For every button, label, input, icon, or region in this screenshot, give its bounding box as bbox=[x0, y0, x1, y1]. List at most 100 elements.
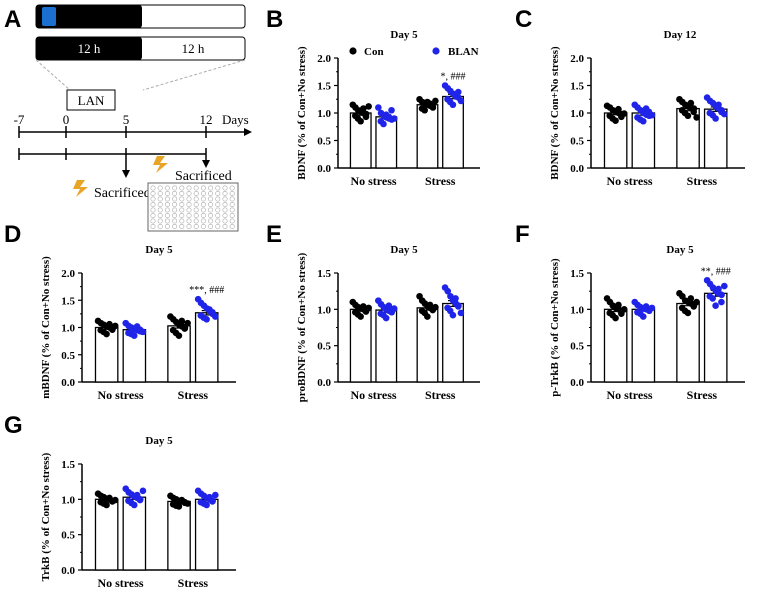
timeline-ticks bbox=[18, 126, 207, 138]
sacrifice-arrowhead-day5 bbox=[122, 170, 130, 178]
lan-light-segment bbox=[42, 7, 56, 26]
plate-well bbox=[222, 185, 228, 191]
significance-label: *, ### bbox=[441, 72, 466, 83]
chart-title: Day 5 bbox=[666, 244, 694, 256]
x-category-label: No stress bbox=[350, 388, 396, 402]
plate-well bbox=[179, 213, 185, 219]
data-point-con bbox=[106, 320, 113, 328]
significance-label: ***, ### bbox=[189, 285, 224, 296]
data-point-blan bbox=[709, 295, 717, 302]
y-tick-label: 0.0 bbox=[570, 377, 584, 389]
data-point-con bbox=[175, 332, 183, 339]
y-tick-label: 0.5 bbox=[317, 341, 331, 353]
plate-well bbox=[215, 207, 221, 213]
plate-well bbox=[186, 191, 192, 197]
plate-well bbox=[150, 224, 156, 230]
x-category-label: Stress bbox=[425, 174, 456, 188]
plate-well bbox=[172, 202, 178, 208]
data-point-blan bbox=[130, 501, 138, 509]
bar-blan bbox=[194, 498, 219, 571]
data-point-con bbox=[620, 306, 628, 313]
data-point-con bbox=[693, 298, 700, 306]
x-category-label: No stress bbox=[606, 174, 652, 188]
data-point-blan bbox=[385, 302, 393, 310]
plate-well bbox=[186, 207, 192, 213]
panel-label-g: G bbox=[4, 412, 23, 439]
plate-well bbox=[150, 207, 156, 213]
timeline-day-0: 0 bbox=[63, 112, 70, 127]
panel-label-e: E bbox=[266, 221, 282, 248]
plate-well bbox=[164, 224, 170, 230]
plate-well bbox=[229, 202, 235, 208]
lan-label: LAN bbox=[78, 93, 105, 108]
plate-well bbox=[200, 218, 206, 224]
plate-well bbox=[157, 218, 163, 224]
data-point-con bbox=[181, 325, 189, 332]
plate-well bbox=[229, 185, 235, 191]
data-point-con bbox=[687, 295, 695, 302]
zoom-line-left bbox=[35, 59, 71, 91]
data-point-blan bbox=[721, 282, 728, 290]
data-point-blan bbox=[390, 115, 398, 122]
plate-well bbox=[157, 196, 163, 202]
data-point-blan bbox=[390, 305, 398, 312]
data-point-con bbox=[357, 117, 364, 125]
plate-well bbox=[200, 207, 206, 213]
y-axis-label: TrkB (% of Con+No stress) bbox=[40, 452, 52, 581]
legend-marker-con bbox=[349, 47, 357, 55]
y-axis-label: BDNF (% of Con+No stress) bbox=[296, 46, 308, 180]
data-point-con bbox=[690, 108, 698, 116]
data-point-blan bbox=[639, 117, 647, 125]
data-point-con bbox=[429, 103, 437, 110]
sacrificed-label-day5: Sacrificed bbox=[94, 186, 151, 201]
y-tick-label: 0.0 bbox=[570, 163, 584, 175]
x-category-label: No stress bbox=[606, 388, 652, 402]
plate-well bbox=[164, 218, 170, 224]
plate-well bbox=[200, 202, 206, 208]
sacrifice-arrowhead-day12 bbox=[202, 160, 210, 168]
panel-label-a: A bbox=[4, 6, 21, 33]
y-axis-label: proBDNF (% of Con+No stress) bbox=[296, 252, 308, 402]
plate-well bbox=[179, 185, 185, 191]
stress-bolt-icon bbox=[73, 180, 88, 197]
plate-well bbox=[157, 207, 163, 213]
data-point-blan bbox=[382, 314, 390, 322]
y-tick-label: 0.0 bbox=[61, 377, 75, 389]
plate-well bbox=[179, 196, 185, 202]
data-point-con bbox=[432, 303, 439, 311]
plate-well bbox=[229, 196, 235, 202]
plate-well bbox=[164, 196, 170, 202]
plate-well bbox=[193, 191, 199, 197]
y-tick-label: 1.5 bbox=[570, 81, 584, 93]
data-point-con bbox=[432, 97, 439, 105]
data-point-con bbox=[184, 319, 191, 327]
plate-well bbox=[193, 213, 199, 219]
chart-title: Day 5 bbox=[390, 29, 418, 41]
plate-well bbox=[193, 207, 199, 213]
plate-well bbox=[157, 191, 163, 197]
panel-a-schematic: A 12 h 12 h LAN -7 0 5 12 Days Sa bbox=[4, 4, 252, 232]
data-point-blan bbox=[718, 298, 725, 306]
zoom-line-right bbox=[142, 59, 246, 91]
plate-well bbox=[186, 202, 192, 208]
dark-duration-label: 12 h bbox=[78, 41, 101, 56]
data-point-blan bbox=[721, 110, 728, 118]
data-point-blan bbox=[715, 101, 722, 109]
plate-well bbox=[172, 218, 178, 224]
data-point-con bbox=[684, 112, 692, 120]
plate-well bbox=[186, 218, 192, 224]
data-point-con bbox=[424, 313, 431, 320]
data-point-blan bbox=[388, 106, 395, 114]
plate-well bbox=[229, 218, 235, 224]
y-tick-label: 1.5 bbox=[61, 459, 75, 471]
plate-well bbox=[215, 191, 221, 197]
plate-well bbox=[179, 224, 185, 230]
timeline-day-12: 12 bbox=[200, 112, 213, 127]
legend-label-con: Con bbox=[364, 46, 384, 58]
data-point-con bbox=[103, 501, 110, 509]
y-tick-label: 1.5 bbox=[317, 81, 331, 93]
chart-title: Day 12 bbox=[664, 29, 697, 41]
chart-panel-f: F 0.0 0.5 1.0 1.5 Day 5 p-TrkB (% of Con+No st… bbox=[515, 221, 745, 402]
plate-well bbox=[215, 213, 221, 219]
plate-well bbox=[222, 207, 228, 213]
